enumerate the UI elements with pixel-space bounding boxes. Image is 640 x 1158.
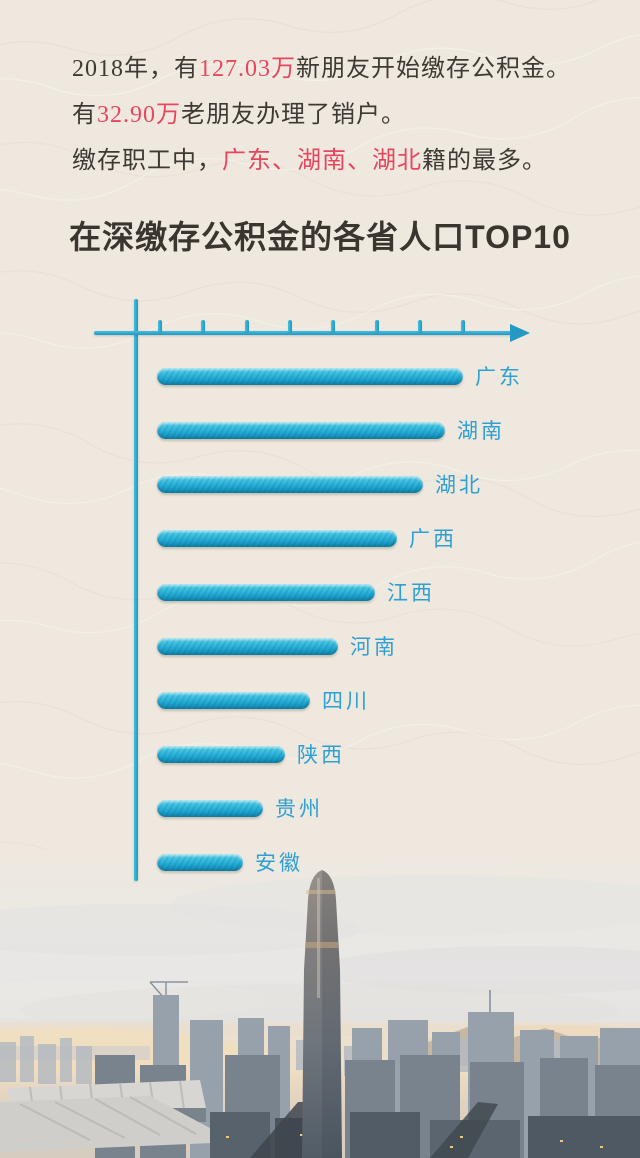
bar-row: 贵州 [157,798,323,821]
chart-bar [157,529,397,547]
bar-label: 贵州 [275,798,323,821]
chart-bar [157,421,445,439]
intro-line-1: 2018年，有127.03万新朋友开始缴存公积金。 [72,46,571,92]
chart-bar [157,745,285,763]
intro-text: 新朋友开始缴存公积金。 [296,56,571,82]
bar-label: 陕西 [297,744,345,767]
intro-highlight-top-provinces: 广东、湖南、湖北 [222,148,422,174]
x-axis-tick [374,320,379,332]
x-axis-line [94,331,512,335]
intro-highlight-closed-accounts: 32.90万 [97,102,181,128]
x-axis-tick [417,320,422,332]
intro-text: 缴存职工中， [72,148,222,174]
bar-label: 湖南 [457,420,505,443]
x-axis-tick [331,320,336,332]
bar-row: 河南 [157,636,398,659]
x-axis-tick [158,320,162,332]
bar-label: 安徽 [255,852,303,875]
chart-bar [157,799,263,817]
bar-row: 湖南 [157,420,505,443]
bar-row: 四川 [157,690,370,713]
intro-text: 2018年，有 [72,56,199,82]
x-axis-arrow-icon [510,324,530,342]
y-axis-line [134,299,138,881]
bar-chart: 广东湖南湖北广西江西河南四川陕西贵州安徽 [157,366,640,927]
bar-row: 安徽 [157,852,303,875]
intro-highlight-new-members: 127.03万 [199,56,296,82]
bar-row: 湖北 [157,474,483,497]
bar-row: 广东 [157,366,523,389]
bar-label: 广西 [409,528,457,551]
chart-bar [157,367,463,385]
skyline-photo [0,850,640,1158]
intro-text-block: 2018年，有127.03万新朋友开始缴存公积金。 有32.90万老朋友办理了销… [72,46,571,184]
x-axis-tick [287,320,292,332]
bar-label: 广东 [475,366,523,389]
bar-label: 河南 [350,636,398,659]
chart-bar [157,637,338,655]
bar-row: 江西 [157,582,435,605]
bar-row: 陕西 [157,744,345,767]
shenzhen-skyline-illustration [0,870,640,1158]
x-axis-tick [461,320,466,332]
chart-bar [157,475,423,493]
convention-center [0,1080,236,1152]
intro-text: 有 [72,102,97,128]
chart-title: 在深缴存公积金的各省人口TOP10 [69,219,571,255]
bar-label: 四川 [322,690,370,713]
intro-line-2: 有32.90万老朋友办理了销户。 [72,92,571,138]
intro-text: 老朋友办理了销户。 [181,102,406,128]
intro-line-3: 缴存职工中，广东、湖南、湖北籍的最多。 [72,138,571,184]
chart-bar [157,853,243,871]
bar-label: 湖北 [435,474,483,497]
ping-an-tower [302,870,342,1158]
intro-text: 籍的最多。 [422,148,547,174]
x-axis-tick [244,320,249,332]
bar-row: 广西 [157,528,457,551]
bar-label: 江西 [387,582,435,605]
x-axis-tick [201,320,206,332]
chart-bar [157,691,310,709]
chart-bar [157,583,375,601]
